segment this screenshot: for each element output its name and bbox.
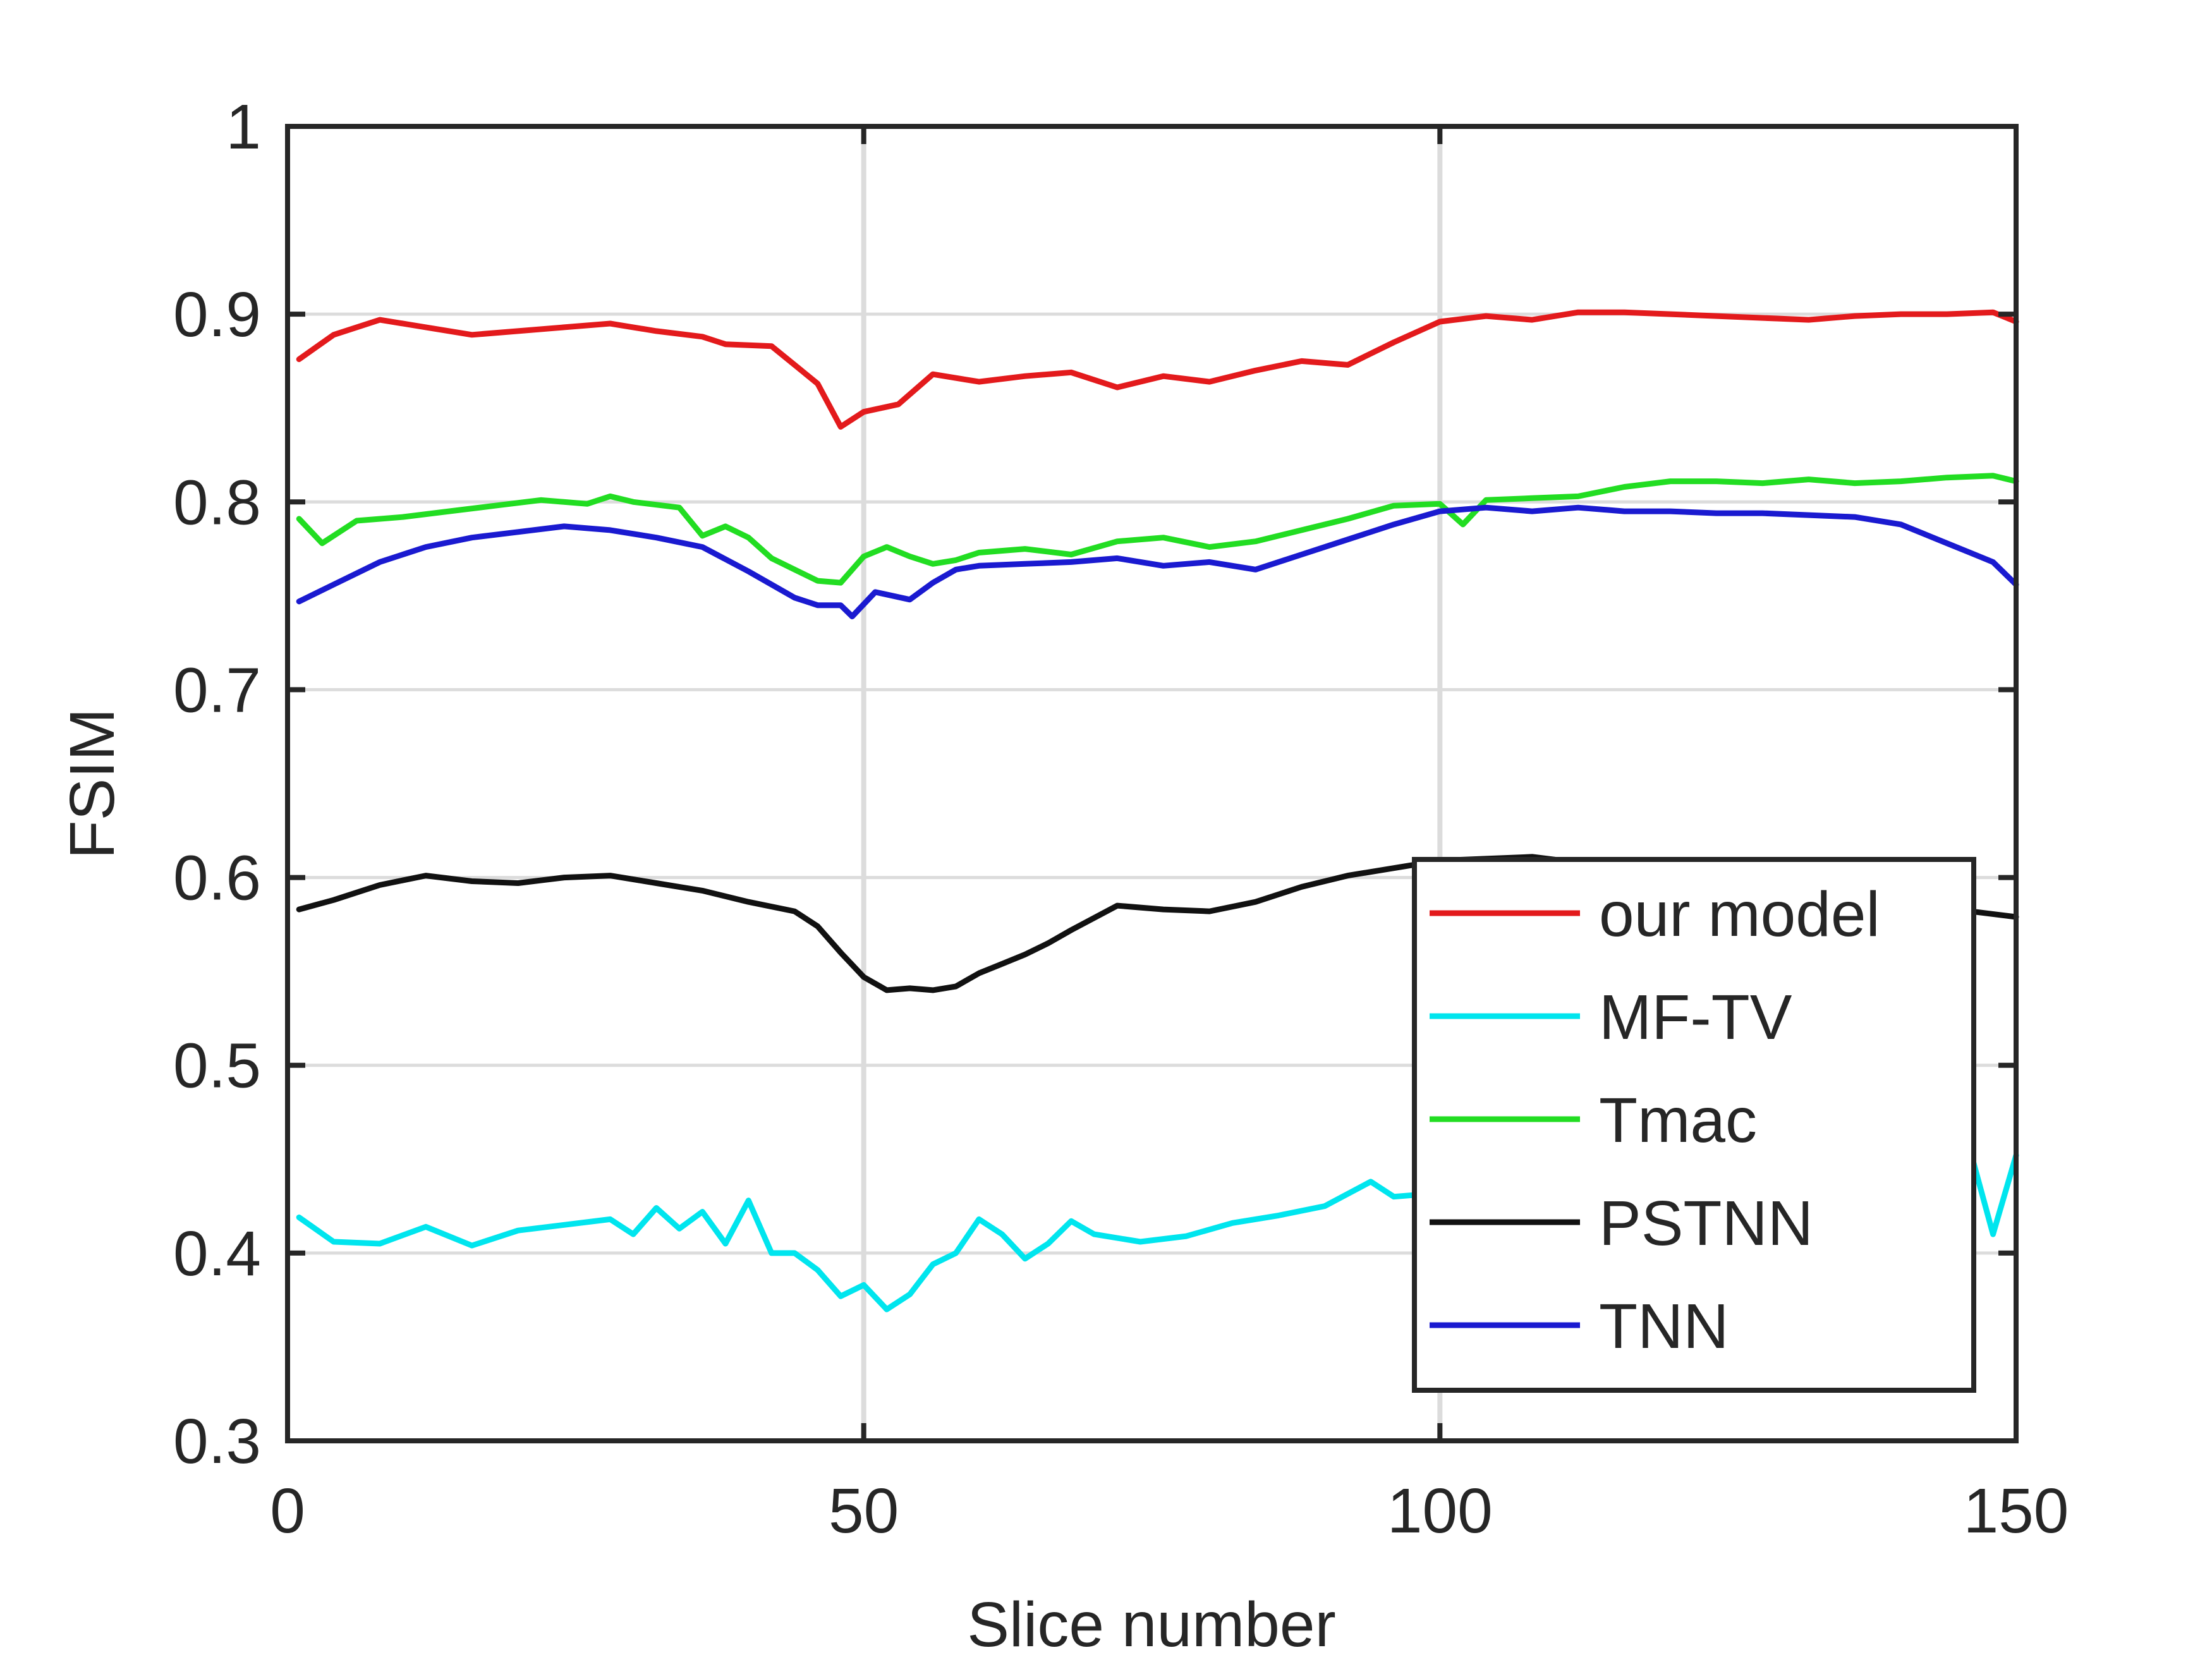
legend-label: PSTNN: [1599, 1188, 1813, 1259]
y-tick-label: 0.7: [173, 655, 261, 725]
x-tick-label: 50: [829, 1476, 899, 1546]
x-tick-label: 150: [1964, 1476, 2069, 1546]
legend-label: TNN: [1599, 1291, 1729, 1362]
x-axis-label: Slice number: [967, 1589, 1336, 1659]
ticks: 0 50 100 150 0.3 0.4 0.5 0.6 0.7 0.8 0.9 1: [173, 92, 2069, 1546]
y-tick-label: 0.4: [173, 1218, 261, 1289]
y-tick-label: 0.6: [173, 843, 261, 914]
axes-box: [285, 124, 2019, 1443]
series-line-tnn: [296, 504, 2019, 619]
y-tick-label: 1: [226, 92, 261, 162]
legend: our model MF-TV Tmac PSTNN TNN: [1412, 857, 1976, 1393]
y-tick-label: 0.8: [173, 467, 261, 538]
y-tick-label: 0.5: [173, 1031, 261, 1101]
legend-label: Tmac: [1599, 1085, 1757, 1156]
x-tick-label: 100: [1387, 1476, 1493, 1546]
x-tick-label: 0: [270, 1476, 305, 1546]
legend-label: our model: [1599, 879, 1880, 950]
y-tick-label: 0.3: [173, 1406, 261, 1477]
series-line-our-model: [296, 309, 2019, 430]
legend-label: MF-TV: [1599, 982, 1792, 1053]
series-line-tmac: [296, 473, 2019, 586]
series-line-pstnn: [296, 854, 2019, 993]
y-axis-label: FSIM: [57, 708, 128, 859]
y-tick-label: 0.9: [173, 279, 261, 350]
legend-box: [1412, 857, 1976, 1393]
